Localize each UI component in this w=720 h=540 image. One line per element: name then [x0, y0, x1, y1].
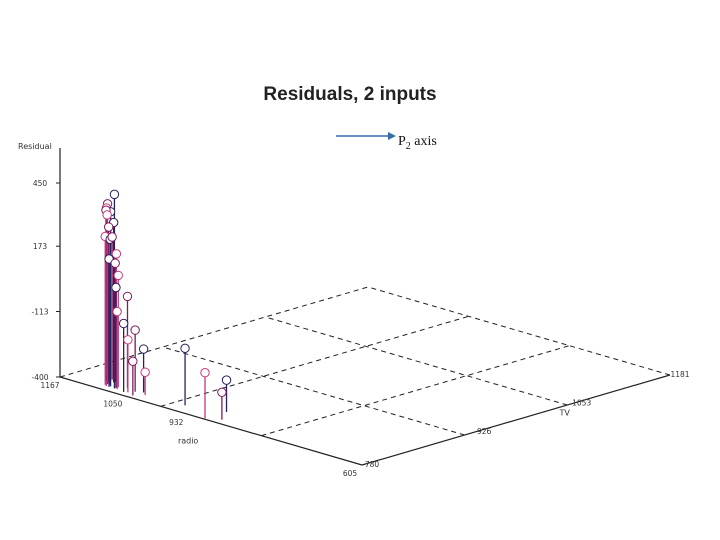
annotation-subscript: 2 — [405, 140, 411, 152]
tv-tick-label-3: 1181 — [670, 370, 689, 379]
residual-point-17 — [112, 306, 122, 317]
residual-stems — [100, 189, 232, 420]
floor-grid-line-tv-1 — [162, 346, 465, 436]
residual-point-7 — [103, 222, 114, 232]
residual-point-21 — [138, 344, 149, 354]
tv-axis-line — [361, 374, 671, 466]
residual-point-5 — [102, 210, 112, 220]
residual-tick-label-1: 173 — [33, 242, 48, 251]
radio-tick-label-3: 1167 — [40, 381, 59, 390]
chart-title: Residuals, 2 inputs — [263, 84, 437, 105]
residual-point-27 — [180, 343, 190, 354]
residual-tick-label-2: -113 — [31, 307, 48, 316]
annotation-arrow — [336, 132, 396, 140]
radio-axis-label: radio — [178, 436, 198, 445]
p2-axis-annotation: P2 axis — [398, 134, 437, 152]
annotation-arrow-head — [388, 132, 396, 140]
floor-grid-line-radio-1 — [261, 345, 570, 437]
residual-point-26 — [200, 368, 210, 378]
floor-edge-far-tv — [367, 286, 671, 376]
residual-point-11 — [111, 249, 122, 259]
tv-tick-label-1: 926 — [477, 427, 492, 436]
tv-axis-label: TV — [559, 409, 571, 418]
residual-point-22 — [128, 356, 138, 367]
tick-labels: 450 173 -113 -400 Residual 780 926 1053 1181 TV 60… — [18, 142, 690, 478]
residual-point-25 — [217, 387, 227, 398]
residual-point-14 — [113, 270, 123, 281]
annotation-suffix: axis — [410, 134, 437, 149]
residual-point-20 — [123, 335, 133, 345]
radio-axis-line — [59, 376, 363, 466]
residual-axis-label: Residual — [18, 142, 52, 151]
tv-tick-label-0: 780 — [365, 460, 380, 469]
residual-tick-label-0: 450 — [33, 179, 48, 188]
residual-point-24 — [221, 375, 232, 385]
residual-point-18 — [118, 318, 129, 329]
residual-point-16 — [122, 291, 133, 302]
floor-grid-line-tv-2 — [265, 316, 568, 406]
residual-point-23 — [140, 367, 150, 377]
tv-tick-label-2: 1053 — [572, 399, 591, 408]
residual-point-13 — [110, 258, 120, 268]
residual-point-15 — [111, 282, 121, 293]
radio-tick-label-1: 932 — [169, 418, 184, 427]
residual-point-19 — [130, 325, 140, 335]
radio-tick-label-0: 605 — [343, 469, 358, 478]
plot-axes — [56, 148, 671, 466]
annotation-prefix: P — [398, 134, 406, 149]
floor-grid-line-radio-2 — [160, 315, 469, 407]
residual-point-10 — [107, 232, 117, 242]
radio-tick-label-2: 1050 — [103, 399, 122, 408]
floor-grid — [59, 286, 671, 437]
residual-tick-label-3: -400 — [31, 373, 48, 382]
residual-point-0 — [109, 189, 120, 200]
